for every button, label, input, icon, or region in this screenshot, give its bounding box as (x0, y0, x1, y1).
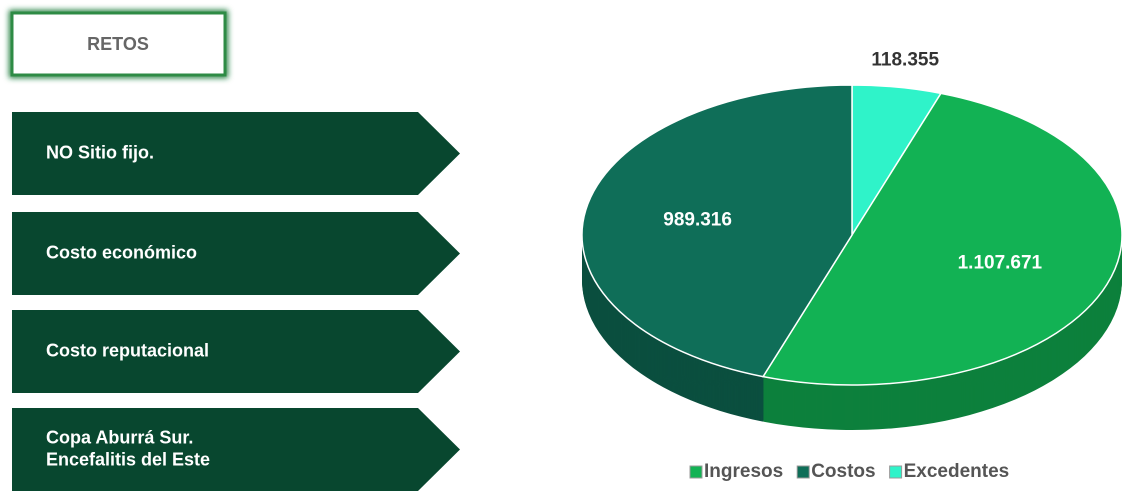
legend-swatch (889, 465, 903, 479)
retos-box (10, 11, 227, 77)
data-label: 118.355 (871, 50, 939, 71)
slice (761, 92, 1123, 386)
items: NO Sitio fijo. Costo económico Costo reput… (12, 112, 460, 491)
banner-text: Copa Aburrá Sur. (46, 427, 193, 447)
legend-label: Costos (811, 461, 875, 482)
banner-text: Costo reputacional (46, 340, 209, 360)
banner (12, 310, 460, 393)
pie-chart: 118.355 1.107.671 989.316 (581, 50, 1123, 431)
banner (12, 408, 460, 491)
legend-swatch (689, 465, 703, 479)
banner (12, 112, 460, 195)
banner-text: NO Sitio fijo. (46, 142, 154, 162)
legend-label: Excedentes (904, 461, 1010, 482)
retos-label: RETOS (87, 34, 149, 54)
slice (581, 84, 853, 378)
banner-text: Costo económico (46, 242, 197, 262)
data-label: 1.107.671 (958, 253, 1043, 274)
legend-label: Ingresos (704, 461, 783, 482)
legend-swatch (796, 465, 810, 479)
data-label: 989.316 (663, 209, 732, 230)
banner-text: Encefalitis del Este (46, 449, 210, 469)
banner (12, 212, 460, 295)
legend: Ingresos Costos Excedentes (689, 461, 1010, 482)
